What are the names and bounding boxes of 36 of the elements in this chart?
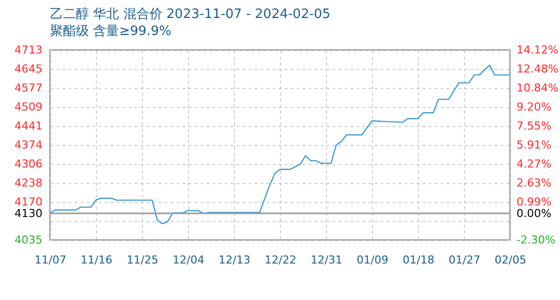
- y2-tick-label: 12.48%: [516, 62, 558, 76]
- y2-tick-label: 5.91%: [516, 138, 552, 152]
- y2-tick-label: 9.20%: [516, 100, 552, 114]
- y-tick-label: 4509: [14, 100, 42, 114]
- x-tick-label: 01/18: [402, 254, 434, 266]
- y-tick-label: 4374: [14, 138, 42, 152]
- y-tick-label: 4170: [14, 196, 42, 209]
- x-tick-label: 01/09: [356, 254, 388, 266]
- line-series: [50, 64, 510, 224]
- y2-tick-label: 2.63%: [516, 176, 552, 190]
- x-tick-label: 12/22: [264, 254, 296, 266]
- y2-tick-label: 7.55%: [516, 120, 552, 133]
- y2-tick-label: -2.30%: [516, 234, 556, 246]
- y2-tick-label: 0.00%: [516, 206, 552, 220]
- y2-tick-label: 0.99%: [516, 195, 552, 208]
- x-tick-label: 11/07: [34, 254, 66, 266]
- y-tick-label: 4713: [14, 44, 42, 56]
- x-tick-label: 01/27: [448, 254, 480, 266]
- y2-tick-label: 10.84%: [516, 81, 558, 94]
- y-tick-label: 4441: [14, 120, 42, 133]
- x-tick-label: 11/25: [126, 254, 158, 266]
- x-tick-label: 12/04: [172, 254, 204, 266]
- y2-tick-label: 4.27%: [516, 157, 552, 170]
- x-tick-label: 12/13: [218, 254, 250, 266]
- y2-tick-label: 14.12%: [516, 44, 558, 56]
- y-tick-label: 4306: [14, 158, 42, 171]
- x-tick-label: 02/05: [494, 254, 526, 266]
- chart-subtitle: 聚酯级 含量≥99.9%: [50, 24, 172, 39]
- x-tick-label: 11/16: [80, 254, 112, 266]
- y-tick-label: 4645: [14, 62, 42, 76]
- y-tick-label: 4035: [14, 234, 42, 246]
- x-tick-label: 12/31: [310, 254, 342, 266]
- y-tick-label: 4130: [14, 206, 42, 220]
- y-tick-label: 4577: [14, 82, 42, 95]
- chart-title: 乙二醇 华北 混合价 2023-11-07 - 2024-02-05: [50, 7, 330, 22]
- y-tick-label: 4238: [14, 176, 42, 190]
